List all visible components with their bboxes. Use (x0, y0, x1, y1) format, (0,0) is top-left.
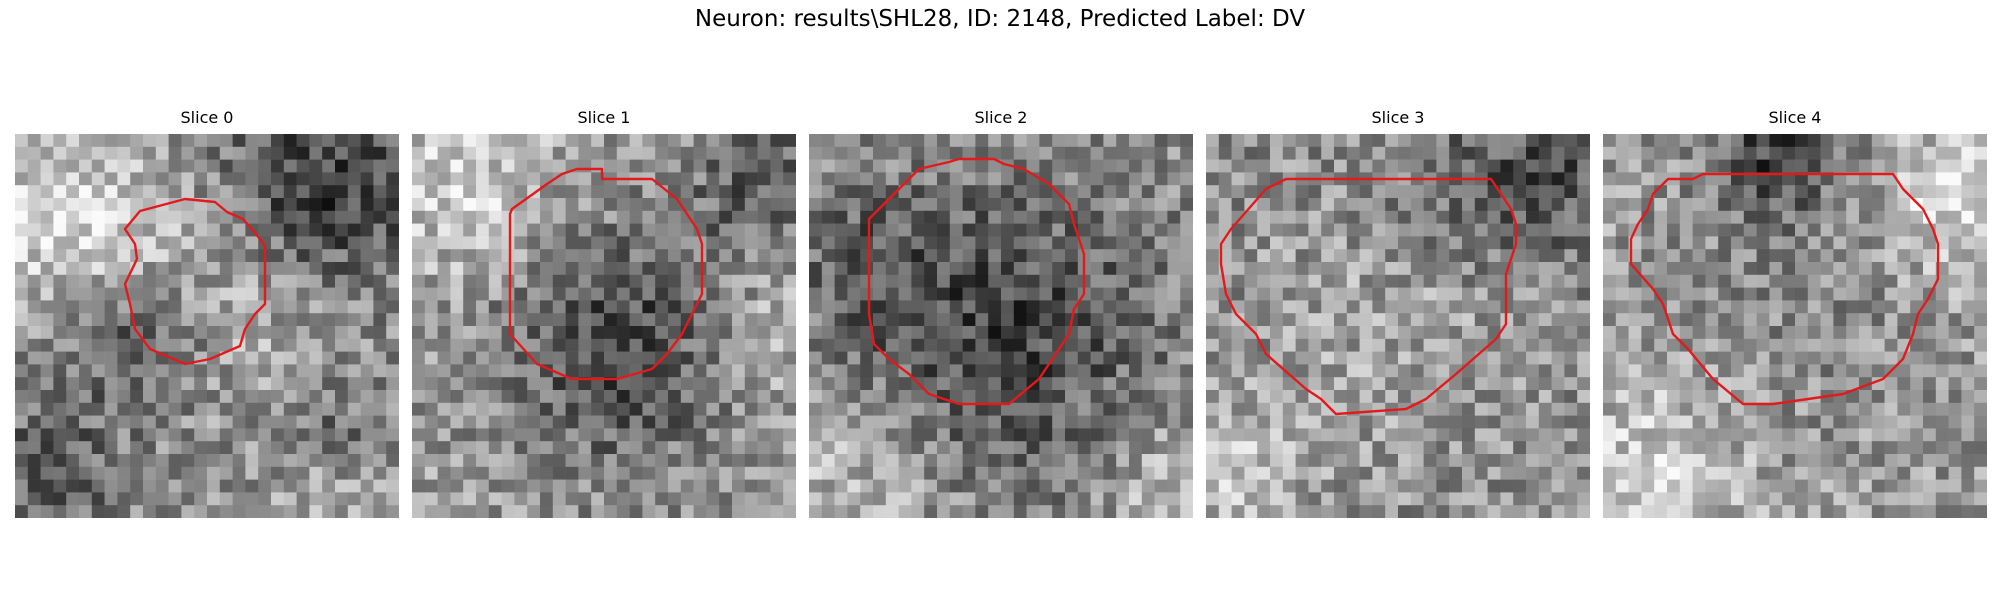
figure-title: Neuron: results\SHL28, ID: 2148, Predict… (694, 6, 1306, 32)
roi-contour (1219, 177, 1518, 416)
slice-image (412, 134, 796, 518)
slice-image (15, 134, 399, 518)
slice-panel-1: Slice 1 (412, 108, 796, 524)
slice-title: Slice 4 (1768, 108, 1822, 127)
slice-image-svg (809, 134, 1193, 518)
slice-image (809, 134, 1193, 518)
slice-title: Slice 1 (577, 108, 631, 127)
slice-image-svg (15, 134, 399, 518)
slice-panel-0: Slice 0 (15, 108, 399, 524)
slice-image (1206, 134, 1590, 518)
slice-image-svg (1206, 134, 1590, 518)
roi-contour (867, 157, 1086, 406)
slice-title: Slice 0 (180, 108, 234, 127)
roi-contour (123, 197, 267, 366)
slice-panel-3: Slice 3 (1206, 108, 1590, 524)
slice-panel-2: Slice 2 (809, 108, 1193, 524)
slice-image-svg (412, 134, 796, 518)
slice-title: Slice 3 (1371, 108, 1425, 127)
slice-image-svg (1603, 134, 1987, 518)
roi-contour (1629, 172, 1940, 406)
roi-contour (508, 167, 704, 381)
slice-image (1603, 134, 1987, 518)
slice-panel-4: Slice 4 (1603, 108, 1987, 524)
slice-title: Slice 2 (974, 108, 1028, 127)
